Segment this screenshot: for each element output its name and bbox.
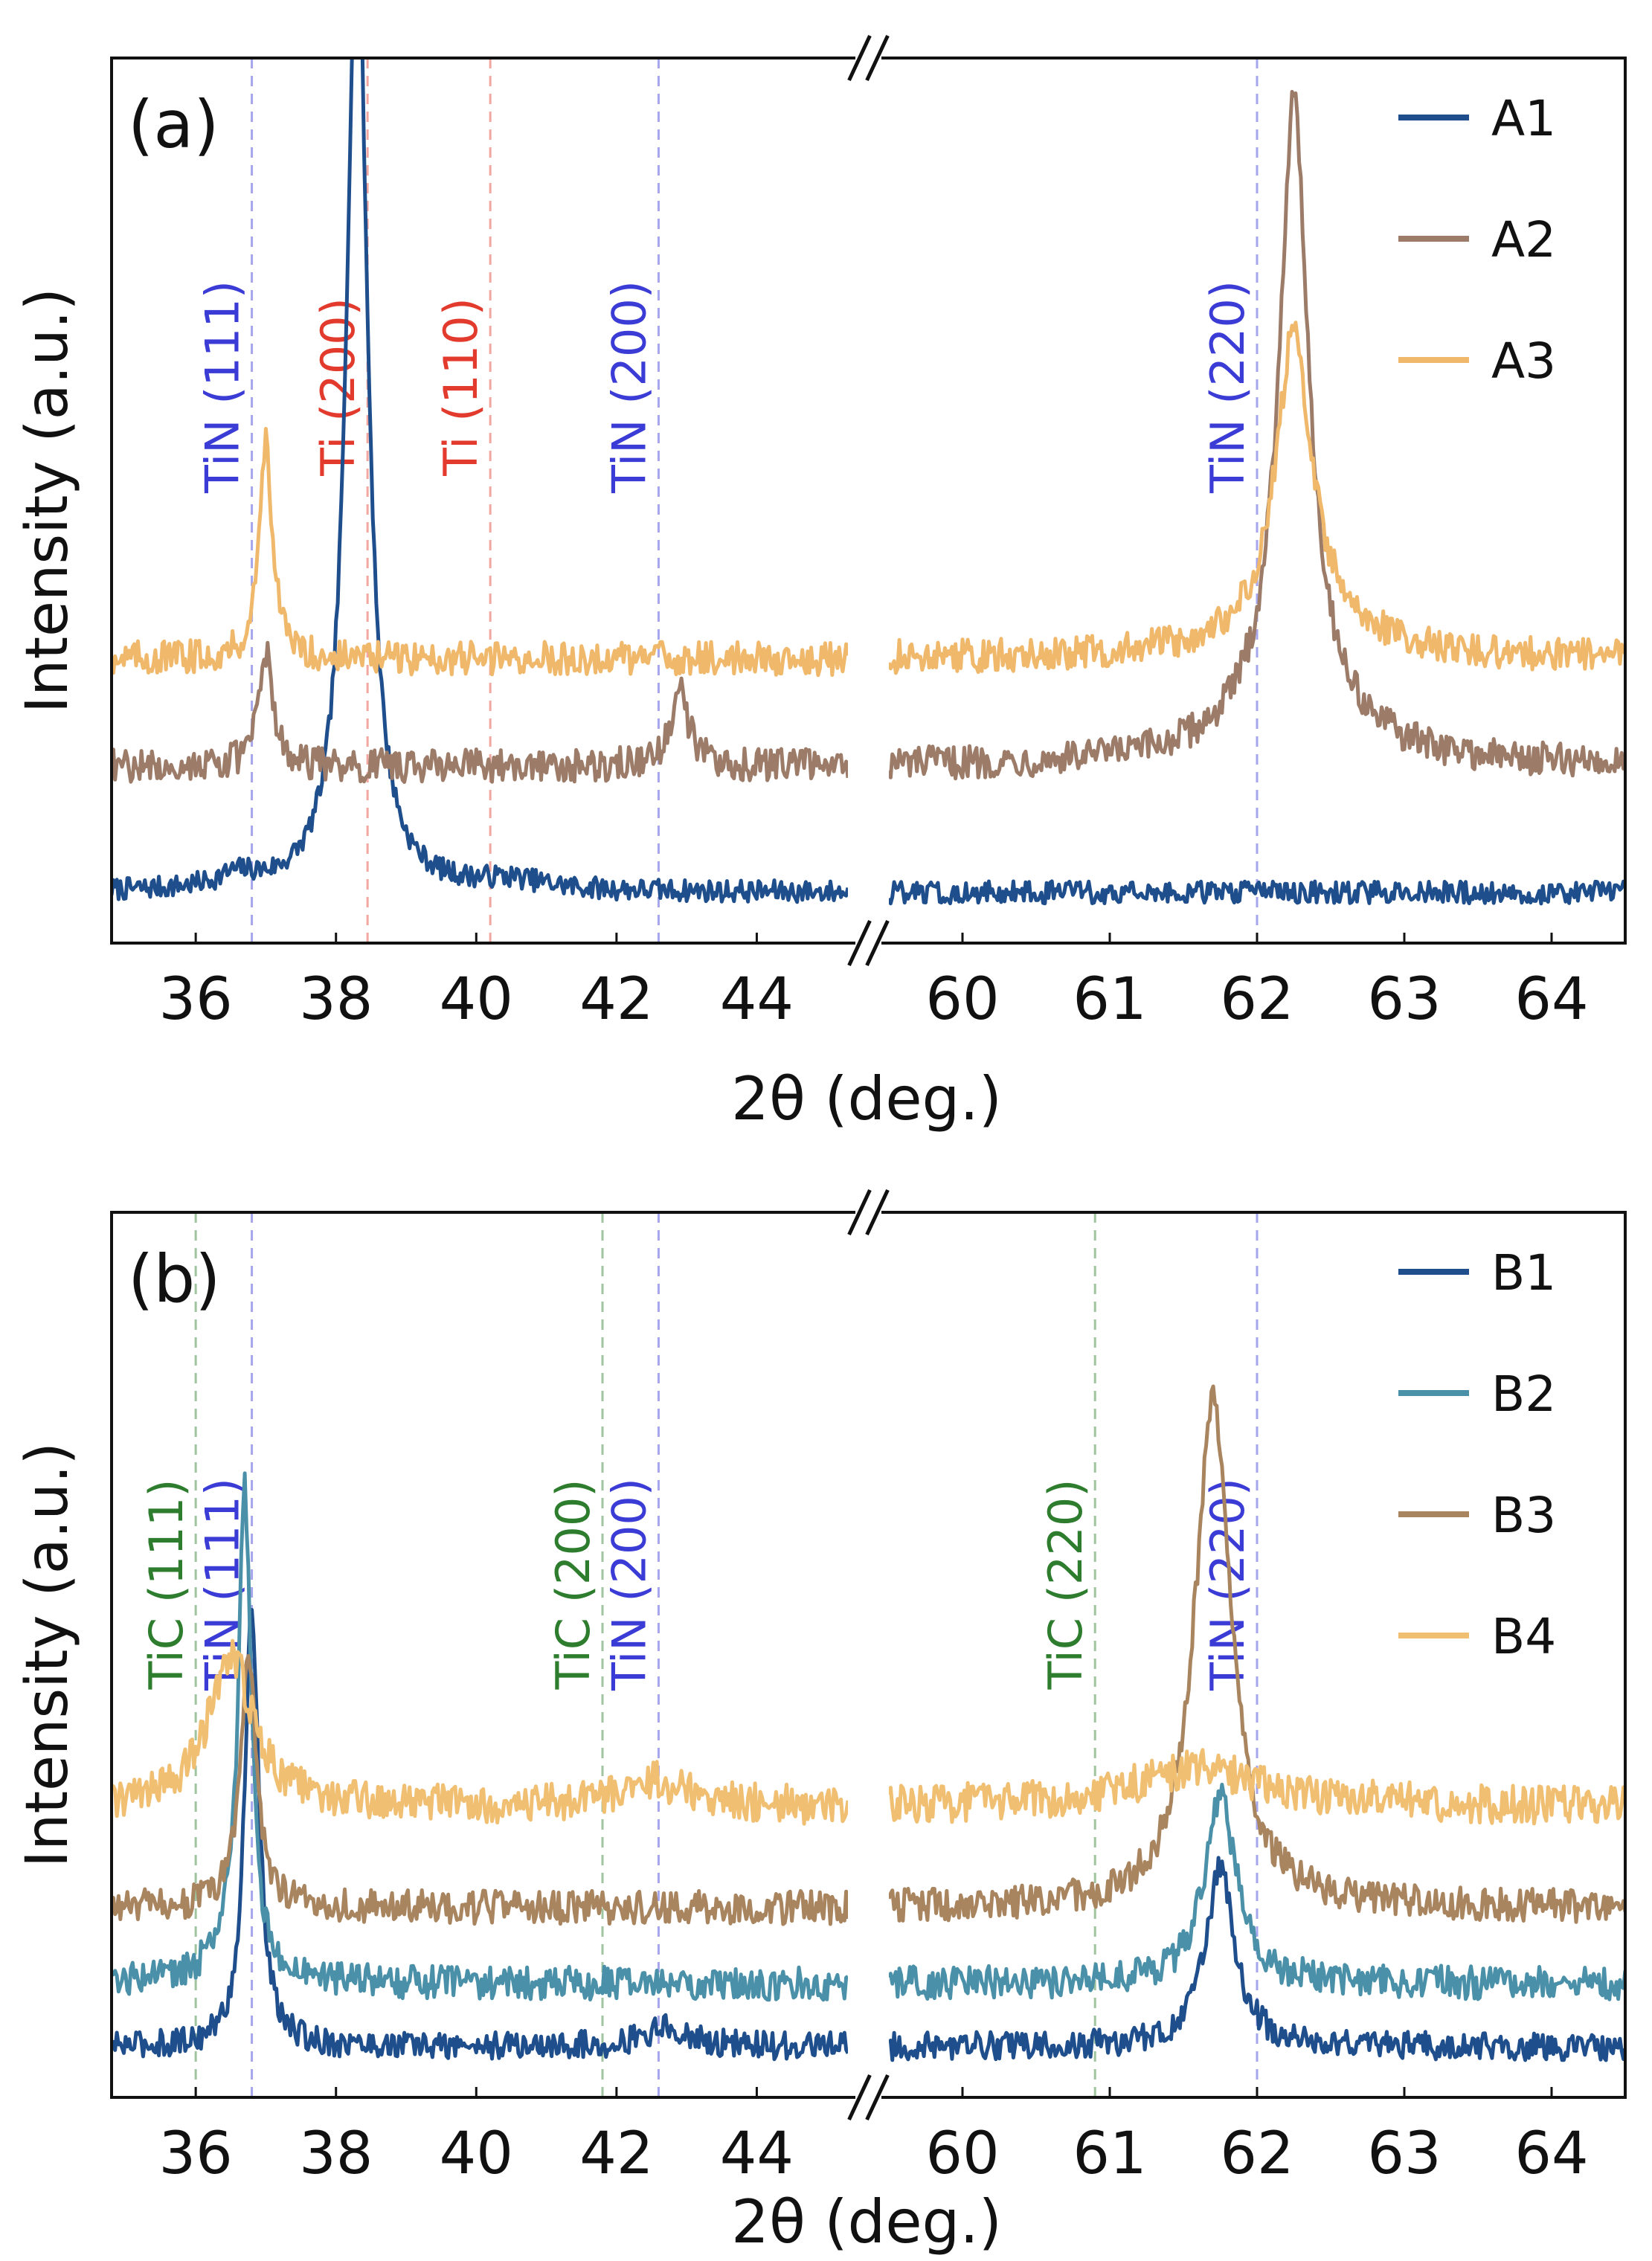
x-tick-label: 64: [1514, 2120, 1588, 2187]
series-b1-line: [112, 1608, 848, 2062]
x-tick-label: 38: [299, 2120, 373, 2187]
axis-break-mark: [847, 919, 872, 967]
axis-break-mark: [847, 34, 872, 82]
x-tick-label: 61: [1073, 2120, 1146, 2187]
series-a2-line: [112, 640, 848, 784]
axis-frame-right: [881, 1211, 1627, 2099]
peak-label: TiN (111): [196, 280, 250, 494]
panel-b: TiC (111) TiN (111) TiC (200) TiN (200) TiC …: [14, 1189, 1627, 2257]
peak-label: TiC (200): [546, 1479, 600, 1691]
y-axis-title: Intensity (a.u.): [14, 1442, 81, 1868]
x-tick-label: 62: [1220, 966, 1293, 1033]
axis-break-mark: [847, 1189, 872, 1236]
axis-break-mark: [865, 1189, 890, 1236]
panel-label: (b): [128, 1241, 221, 1317]
series-b3-line: [112, 1653, 848, 1926]
peak-label: Ti (110): [434, 298, 488, 477]
x-tick-label: 60: [925, 2120, 999, 2187]
series-a3-line: [889, 321, 1625, 675]
x-tick-label: 60: [925, 966, 999, 1033]
series-b2-line: [889, 1783, 1625, 2001]
peak-label: TiN (200): [602, 1478, 656, 1691]
series-a3-line: [112, 427, 848, 678]
peak-label: TiN (200): [602, 280, 656, 494]
peak-label: TiN (220): [1201, 280, 1255, 494]
x-axis-title: 2θ (deg.): [731, 1064, 1002, 1133]
legend-label-a2: A2: [1491, 211, 1556, 268]
axis-break-mark: [865, 2074, 890, 2121]
legend-label-a3: A3: [1491, 332, 1556, 390]
peak-label: Ti (200): [311, 298, 365, 477]
axis-break-mark: [865, 919, 890, 967]
legend-label-b4: B4: [1491, 1608, 1556, 1665]
x-tick-label: 42: [579, 966, 653, 1033]
peak-label: TiC (220): [1038, 1479, 1093, 1691]
x-tick-label: 44: [720, 966, 794, 1033]
x-tick-label: 36: [159, 2120, 233, 2187]
legend-label-a1: A1: [1491, 90, 1556, 147]
axis-frame-left: [110, 57, 855, 945]
x-tick-label: 64: [1514, 966, 1588, 1033]
peak-label: TiC (111): [139, 1479, 193, 1691]
axis-break-mark: [865, 34, 890, 82]
x-tick-label: 63: [1367, 966, 1441, 1033]
x-tick-label: 38: [299, 966, 373, 1033]
axis-frame-right: [881, 57, 1627, 945]
series-b4-line: [112, 1638, 848, 1826]
x-tick-label: 44: [720, 2120, 794, 2187]
series-a1-line: [889, 879, 1625, 906]
axis-frame-left: [110, 1211, 855, 2099]
x-tick-label: 42: [579, 2120, 653, 2187]
series-a2-line: [889, 89, 1625, 781]
series-a1-line: [112, 58, 848, 904]
panel-label: (a): [128, 86, 219, 163]
legend-label-b1: B1: [1491, 1244, 1556, 1302]
x-tick-label: 62: [1220, 2120, 1293, 2187]
series-b4-line: [889, 1748, 1625, 1826]
series-b3-line: [889, 1384, 1625, 1924]
y-axis-title: Intensity (a.u.): [14, 288, 81, 713]
peak-label: TiN (220): [1201, 1478, 1255, 1691]
x-tick-label: 36: [159, 966, 233, 1033]
x-tick-label: 63: [1367, 2120, 1441, 2187]
series-b2-line: [112, 1471, 848, 2002]
legend-label-b2: B2: [1491, 1366, 1556, 1423]
panel-a: TiN (111) Ti (200) Ti (110) TiN (200) TiN (2…: [14, 34, 1627, 1133]
x-tick-label: 40: [440, 2120, 513, 2187]
x-tick-label: 40: [440, 966, 513, 1033]
series-b1-line: [889, 1856, 1625, 2062]
axis-break-mark: [847, 2074, 872, 2121]
x-tick-label: 61: [1073, 966, 1146, 1033]
legend-label-b3: B3: [1491, 1487, 1556, 1544]
x-axis-title: 2θ (deg.): [731, 2187, 1002, 2257]
